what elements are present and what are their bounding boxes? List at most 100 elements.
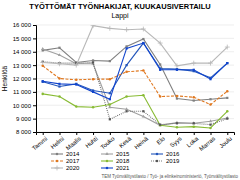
- marker: [209, 119, 212, 122]
- marker: [125, 110, 127, 112]
- marker: [175, 63, 180, 68]
- marker: [58, 95, 61, 98]
- marker: [226, 118, 228, 120]
- marker: [209, 103, 212, 106]
- grid-line: [36, 105, 234, 106]
- legend-marker: [56, 160, 59, 163]
- series-group: [40, 25, 229, 129]
- marker: [226, 97, 228, 99]
- tick-label: 15 000: [13, 36, 32, 42]
- marker: [226, 116, 229, 119]
- tick-label: 9 000: [16, 116, 32, 122]
- marker: [142, 110, 144, 112]
- legend-entry: 2017: [51, 158, 80, 164]
- tick-mark: [33, 132, 36, 133]
- marker: [192, 121, 195, 124]
- tick: Elo: [155, 132, 166, 146]
- tick-mark: [33, 105, 36, 106]
- marker: [209, 127, 212, 130]
- line: [43, 66, 228, 105]
- marker: [209, 124, 211, 126]
- marker: [42, 81, 44, 83]
- marker: [41, 65, 44, 68]
- marker: [193, 122, 195, 124]
- marker: [142, 38, 144, 40]
- tick-label: Touko: [99, 135, 116, 150]
- marker: [209, 98, 211, 100]
- marker: [75, 83, 77, 85]
- tick: Joulu: [218, 132, 233, 149]
- tick: Heinä: [133, 132, 149, 150]
- tick-mark: [33, 92, 36, 93]
- marker: [58, 83, 60, 85]
- legend-entry: 2016: [151, 151, 180, 157]
- marker: [91, 25, 96, 28]
- legend-entry: 2018: [101, 158, 130, 164]
- legend: 20142015201620172018201920202021: [51, 151, 180, 171]
- line: [43, 49, 228, 125]
- marker: [92, 78, 95, 81]
- tick-label: Huhti: [84, 136, 99, 150]
- legend-label: 2015: [116, 151, 130, 157]
- tick-mark: [43, 132, 44, 135]
- tick-mark: [33, 65, 36, 66]
- marker: [191, 61, 196, 66]
- marker: [176, 97, 178, 99]
- marker: [92, 59, 94, 61]
- marker: [109, 60, 111, 62]
- legend-label: 2019: [166, 158, 180, 164]
- legend-swatch: [51, 153, 63, 154]
- marker: [107, 26, 112, 31]
- series: [42, 38, 229, 102]
- marker: [142, 94, 145, 97]
- tick-label: Tammi: [31, 136, 48, 152]
- tick-label: Maalis: [65, 136, 82, 152]
- grid-line: [36, 51, 234, 52]
- marker: [176, 122, 178, 124]
- tick-label: Helmi: [50, 136, 66, 150]
- marker: [142, 115, 145, 118]
- marker: [193, 69, 195, 71]
- marker: [57, 61, 62, 66]
- marker: [159, 63, 161, 65]
- y-axis: 8 0009 00010 00011 00012 00013 00014 000…: [13, 22, 37, 135]
- tick: 10 000: [13, 103, 36, 109]
- marker: [125, 71, 128, 74]
- marker: [142, 42, 144, 44]
- series: [42, 61, 229, 126]
- tick-label: Kesä: [118, 135, 133, 149]
- x-axis: TammiHelmiMaalisHuhtiToukoKesäHeinä EloSy…: [31, 132, 234, 152]
- legend-label: 2021: [116, 165, 130, 171]
- tick: 15 000: [13, 36, 36, 42]
- tick-label: 12 000: [13, 76, 32, 82]
- legend-entry: 2019: [151, 158, 180, 164]
- tick-mark: [211, 132, 212, 135]
- marker: [125, 64, 127, 66]
- grid-line: [36, 118, 234, 119]
- marker: [109, 98, 111, 100]
- grid-line: [36, 25, 234, 26]
- marker: [92, 61, 94, 63]
- tick: Huhti: [84, 132, 99, 149]
- marker: [158, 41, 163, 46]
- subtitle: Lappi: [111, 12, 129, 20]
- marker: [141, 27, 146, 32]
- marker: [142, 42, 144, 44]
- tick-label: 16 000: [13, 22, 32, 28]
- line: [43, 43, 228, 99]
- marker: [75, 79, 78, 82]
- marker: [58, 77, 61, 80]
- tick: 11 000: [13, 89, 36, 95]
- marker: [226, 90, 229, 93]
- marker: [58, 47, 60, 49]
- marker: [40, 60, 45, 65]
- marker: [125, 45, 127, 47]
- tick-label: Syys: [169, 136, 183, 149]
- marker: [41, 47, 44, 50]
- marker: [226, 110, 229, 113]
- legend-marker: [105, 152, 108, 155]
- marker: [176, 126, 179, 129]
- series: [42, 42, 229, 94]
- tick: Maalis: [65, 132, 82, 151]
- grid-line: [36, 91, 234, 92]
